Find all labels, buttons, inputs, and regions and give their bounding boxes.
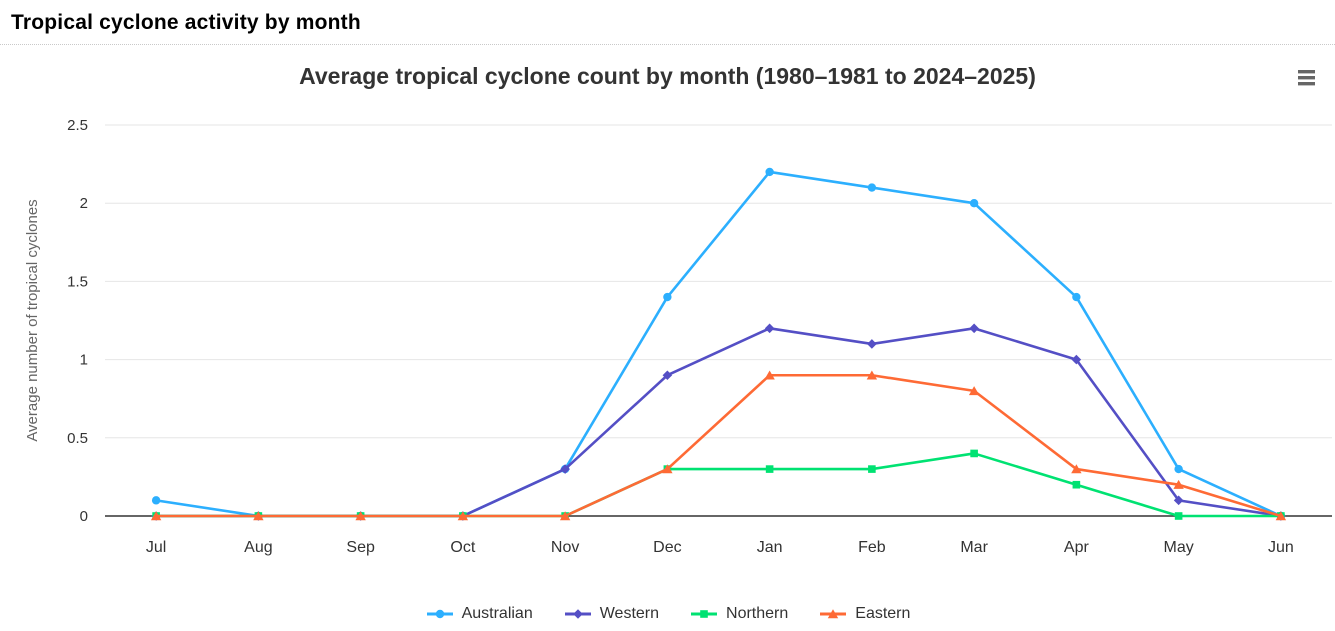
point-eastern-nov[interactable] bbox=[559, 511, 571, 521]
point-eastern-jan[interactable] bbox=[764, 370, 775, 380]
legend-marker[interactable] bbox=[435, 609, 444, 619]
point-eastern-jul[interactable] bbox=[150, 511, 162, 521]
series-line-eastern bbox=[154, 373, 1283, 518]
y-axis-title: Average number of tropical cyclones bbox=[24, 199, 41, 441]
legend-item-australian[interactable]: Australian bbox=[425, 605, 533, 623]
point-eastern-aug[interactable] bbox=[253, 511, 264, 521]
point-australian-may[interactable] bbox=[1174, 464, 1183, 474]
series-line-northern bbox=[154, 452, 1283, 518]
point-eastern-may[interactable] bbox=[1173, 479, 1184, 489]
point-northern-mar[interactable] bbox=[970, 449, 978, 458]
point-australian-jan[interactable] bbox=[765, 167, 774, 177]
y-tick-label: 1 bbox=[80, 352, 88, 369]
legend-marker-diamond-icon bbox=[564, 609, 591, 619]
x-tick-label: Aug bbox=[244, 539, 272, 556]
point-australian-jul[interactable] bbox=[151, 496, 161, 505]
point-western-dec[interactable] bbox=[662, 370, 673, 381]
point-western-jan[interactable] bbox=[764, 323, 775, 334]
chart-title: Average tropical cyclone count by month … bbox=[299, 63, 1036, 89]
point-western-may[interactable] bbox=[1173, 495, 1184, 506]
legend-label: Australian bbox=[461, 605, 533, 622]
chart-legend: Australian Western Northern Eastern bbox=[0, 605, 1335, 623]
x-tick-label: Jun bbox=[1268, 539, 1294, 556]
legend-marker-circle-icon bbox=[426, 609, 453, 619]
point-eastern-feb[interactable] bbox=[866, 370, 878, 380]
point-northern-jan[interactable] bbox=[765, 465, 774, 473]
x-tick-label: May bbox=[1164, 539, 1194, 556]
point-eastern-apr[interactable] bbox=[1071, 464, 1082, 474]
legend-label: Northern bbox=[726, 605, 789, 622]
x-tick-label: Nov bbox=[551, 539, 579, 556]
x-tick-label: Dec bbox=[653, 539, 681, 556]
point-eastern-dec[interactable] bbox=[662, 464, 673, 474]
point-eastern-mar[interactable] bbox=[968, 386, 980, 396]
y-tick-label: 1.5 bbox=[67, 273, 88, 290]
x-tick-label: Jan bbox=[757, 539, 783, 556]
legend-marker-square-icon bbox=[691, 610, 718, 618]
y-tick-label: 2.5 bbox=[67, 117, 88, 134]
point-eastern-oct[interactable] bbox=[457, 511, 469, 521]
hamburger-icon bbox=[1298, 70, 1315, 86]
point-northern-feb[interactable] bbox=[868, 465, 876, 473]
chart-context-menu-button[interactable] bbox=[1293, 65, 1321, 91]
point-northern-may[interactable] bbox=[1174, 512, 1183, 520]
legend-label: Western bbox=[599, 605, 660, 622]
legend-marker[interactable] bbox=[572, 609, 583, 619]
point-australian-dec[interactable] bbox=[663, 292, 672, 302]
point-australian-apr[interactable] bbox=[1072, 292, 1081, 302]
point-eastern-sep[interactable] bbox=[355, 511, 366, 521]
y-tick-label: 0 bbox=[80, 508, 88, 525]
legend-item-northern[interactable]: Northern bbox=[689, 605, 788, 623]
x-tick-label: Oct bbox=[450, 539, 475, 556]
point-australian-mar[interactable] bbox=[969, 199, 979, 208]
y-tick-label: 0.5 bbox=[67, 430, 88, 447]
cyclone-chart: Average tropical cyclone count by month … bbox=[0, 45, 1335, 628]
page-header: Tropical cyclone activity by month bbox=[0, 0, 1335, 45]
legend-label: Eastern bbox=[855, 605, 911, 622]
point-western-mar[interactable] bbox=[969, 323, 979, 334]
x-tick-label: Feb bbox=[858, 539, 886, 556]
legend-item-eastern[interactable]: Eastern bbox=[818, 605, 910, 623]
legend-item-western[interactable]: Western bbox=[563, 605, 659, 623]
x-tick-label: Sep bbox=[346, 539, 375, 556]
plot-area: 0 0.5 1 1.5 2 2.5 Jul Aug Sep Oct Nov Dec Jan Feb Mar A… bbox=[24, 117, 1332, 556]
page-title: Tropical cyclone activity by month bbox=[11, 11, 361, 34]
point-eastern-jun[interactable] bbox=[1275, 511, 1287, 521]
legend-marker[interactable] bbox=[700, 610, 708, 618]
legend-marker-triangle-icon bbox=[820, 609, 847, 619]
point-northern-apr[interactable] bbox=[1072, 480, 1081, 489]
legend-marker[interactable] bbox=[828, 609, 839, 619]
point-western-nov[interactable] bbox=[560, 464, 570, 474]
point-australian-feb[interactable] bbox=[867, 183, 877, 192]
x-tick-label: Mar bbox=[960, 539, 988, 556]
point-western-apr[interactable] bbox=[1071, 354, 1082, 365]
series-line-australian bbox=[154, 170, 1283, 518]
x-tick-label: Jul bbox=[146, 539, 166, 556]
point-western-feb[interactable] bbox=[867, 339, 877, 349]
y-tick-label: 2 bbox=[80, 195, 88, 212]
x-tick-label: Apr bbox=[1064, 539, 1090, 556]
